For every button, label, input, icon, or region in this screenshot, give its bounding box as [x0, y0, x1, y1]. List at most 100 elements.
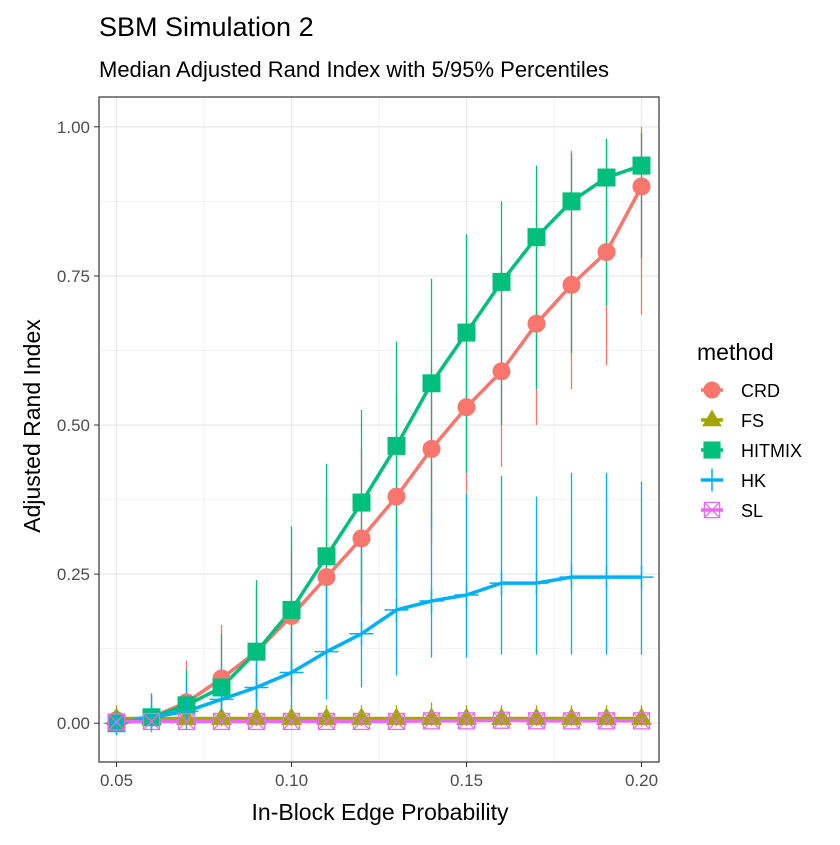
data-point-crd [317, 568, 336, 587]
data-point-sl [352, 712, 371, 731]
series-lines [116, 163, 644, 725]
data-point-sl-box [352, 712, 371, 731]
legend-label-hk: HK [741, 471, 766, 491]
data-point-hk [314, 639, 339, 664]
data-point-fs [456, 707, 477, 726]
data-point-hk [524, 571, 549, 596]
data-point-hitmix [352, 493, 371, 512]
data-point-sl [142, 712, 161, 731]
data-point-fs [211, 707, 232, 726]
data-point-sl-box [142, 712, 161, 731]
axis-ticks: 0.00 0.25 0.50 0.75 1.00 0.05 0.10 0.15 0.20 [57, 118, 658, 790]
data-point-sl [247, 712, 266, 731]
data-point-sl [457, 712, 476, 730]
y-axis-label: Adjusted Rand Index [19, 319, 45, 533]
data-point-sl [422, 712, 441, 730]
data-point-sl-diag2 [528, 712, 545, 730]
x-tick-label: 0.15 [450, 771, 483, 790]
data-point-fs [246, 707, 267, 726]
plot-border [98, 96, 660, 763]
data-point-hitmix [247, 642, 266, 661]
data-point-hk [559, 565, 584, 590]
data-point-sl-diag2 [143, 712, 160, 730]
data-point-sl-diag2 [493, 711, 510, 729]
data-point-sl [317, 712, 336, 731]
data-point-sl [212, 712, 231, 731]
chart-title: SBM Simulation 2 [99, 12, 314, 42]
y-tick-label: 0.25 [57, 565, 90, 584]
data-point-sl-diag2 [178, 712, 195, 730]
series-line-hitmix [116, 163, 643, 725]
data-point-sl [177, 712, 196, 731]
data-point-hitmix [422, 374, 441, 393]
data-point-hk [349, 621, 374, 646]
data-point-fs [526, 707, 547, 726]
data-point-crd [457, 398, 476, 417]
legend: CRD FS HITMIX HK SL [700, 381, 802, 521]
data-point-hk [594, 565, 619, 590]
legend-marker-hk [700, 468, 724, 492]
data-point-sl-diag2 [108, 713, 125, 731]
data-point-hitmix [597, 168, 616, 187]
data-point-hitmix [527, 228, 546, 247]
data-point-crd [492, 362, 511, 381]
data-point-sl-box [632, 712, 651, 730]
data-point-hk [489, 571, 514, 596]
data-point-sl-diag2 [248, 712, 265, 730]
data-point-crd [352, 529, 371, 548]
data-point-sl-diag2 [563, 712, 580, 730]
data-point-sl [562, 712, 581, 730]
data-point-sl-box [212, 712, 231, 731]
data-point-hk [279, 660, 304, 685]
data-point-sl-box [457, 712, 476, 730]
data-point-sl-diag2 [213, 712, 230, 730]
data-point-fs [316, 707, 337, 726]
data-point-hitmix [492, 272, 511, 291]
data-point-hk [174, 699, 199, 724]
data-point-crd [527, 314, 546, 333]
markers [104, 156, 654, 736]
legend-label-crd: CRD [741, 381, 780, 401]
x-tick-label: 0.10 [275, 771, 308, 790]
data-point-sl-box [247, 712, 266, 731]
data-point-sl [387, 712, 406, 731]
x-tick-label: 0.05 [100, 771, 133, 790]
legend-label-hitmix: HITMIX [741, 441, 802, 461]
data-point-sl [492, 711, 511, 729]
data-point-sl-box [562, 712, 581, 730]
y-tick-label: 0.75 [57, 267, 90, 286]
data-point-hk [244, 675, 269, 700]
y-tick-label: 0.50 [57, 416, 90, 435]
data-point-fs [421, 707, 442, 726]
data-point-hitmix [387, 436, 406, 455]
data-point-sl-box [282, 712, 301, 731]
data-point-sl-diag2 [598, 712, 615, 730]
data-point-fs [491, 707, 512, 726]
legend-marker-fs [702, 409, 722, 427]
legend-marker-sl [703, 501, 721, 519]
data-point-hk [419, 588, 444, 613]
data-point-sl-diag2 [423, 712, 440, 730]
x-axis-label: In-Block Edge Probability [252, 799, 509, 825]
data-point-sl-diag2 [318, 712, 335, 730]
data-point-sl [282, 712, 301, 731]
data-point-sl-box [422, 712, 441, 730]
data-point-fs [596, 707, 617, 726]
data-point-hk [209, 687, 234, 712]
data-point-hitmix [317, 547, 336, 566]
legend-marker-sl-box [703, 501, 721, 519]
data-point-sl-diag2 [633, 712, 650, 730]
data-point-sl-diag2 [458, 712, 475, 730]
data-point-sl-box [527, 712, 546, 730]
data-point-sl-diag2 [388, 712, 405, 730]
chart-subtitle: Median Adjusted Rand Index with 5/95% Pe… [99, 57, 609, 82]
data-point-hitmix [632, 156, 651, 175]
data-point-hk [629, 565, 654, 590]
data-point-crd [562, 275, 581, 294]
data-point-fs [351, 707, 372, 726]
data-point-crd [597, 243, 616, 262]
data-point-hitmix [282, 600, 301, 619]
data-point-sl [632, 712, 651, 730]
